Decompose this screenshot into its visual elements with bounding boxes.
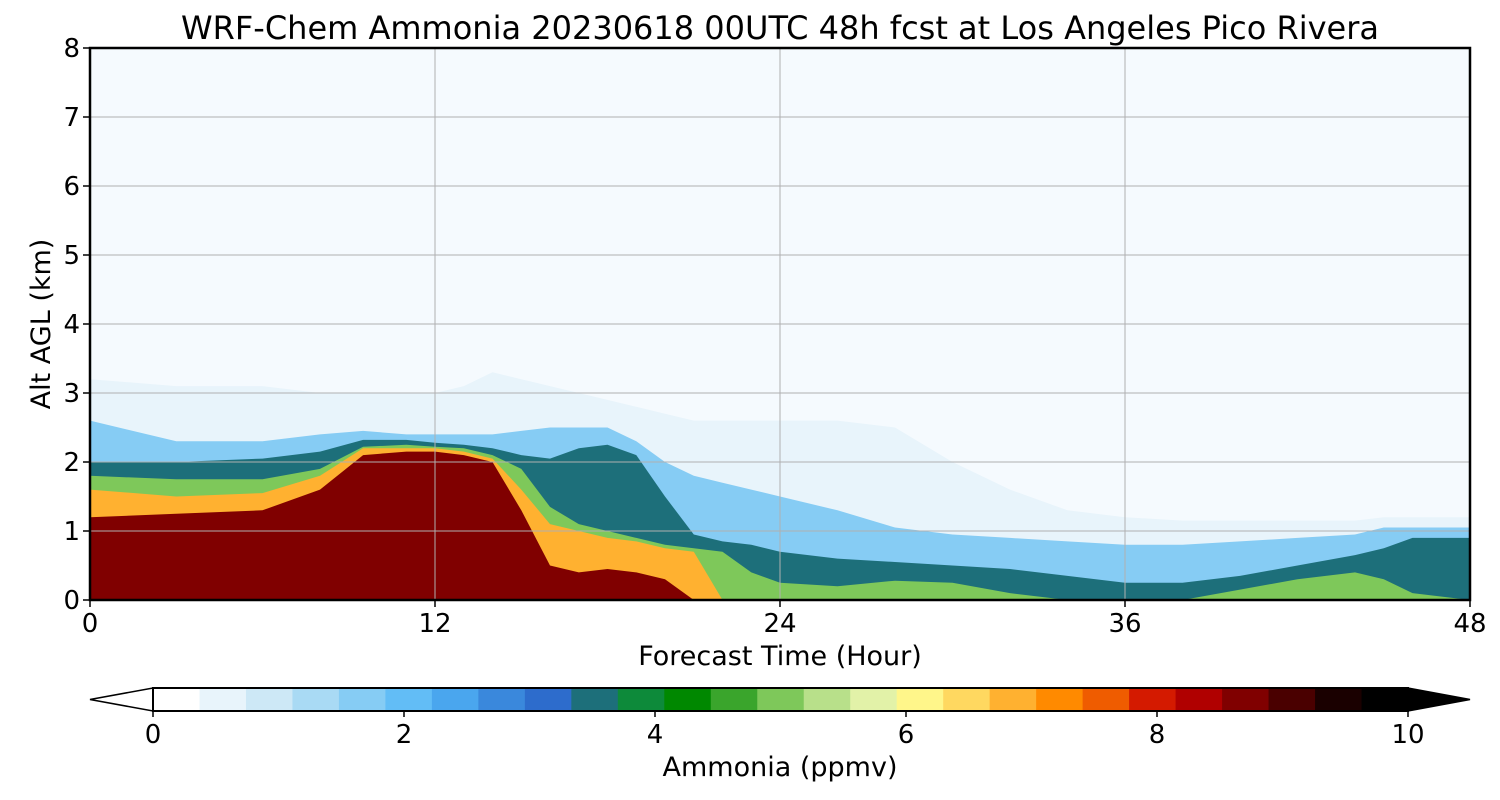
y-tick-label: 7: [63, 103, 80, 133]
colorbar-segment: [664, 688, 712, 711]
y-tick-label: 1: [63, 517, 80, 547]
colorbar-extend-min: [89, 687, 154, 712]
colorbar-segment: [1175, 688, 1223, 711]
colorbar-tick-label: 6: [898, 720, 915, 750]
colorbar-segment: [1315, 688, 1363, 711]
colorbar-segment: [989, 688, 1037, 711]
y-tick-label: 8: [63, 34, 80, 64]
colorbar-tick-label: 10: [1391, 720, 1424, 750]
colorbar: [89, 687, 1471, 712]
plot-area: [88, 46, 1472, 602]
colorbar-segment: [1082, 688, 1130, 711]
colorbar-segment: [1361, 688, 1409, 711]
colorbar-tick-label: 2: [396, 720, 413, 750]
x-tick-label: 12: [418, 609, 451, 639]
colorbar-tick-label: 0: [145, 720, 162, 750]
colorbar-segment: [571, 688, 619, 711]
x-tick-label: 24: [763, 609, 796, 639]
colorbar-segment: [245, 688, 294, 711]
colorbar-label: Ammonia (ppmv): [663, 752, 898, 783]
chart-title: WRF-Chem Ammonia 20230618 00UTC 48h fcst…: [181, 9, 1379, 47]
y-axis-ticks: 0 1 2 3 4 5 6 7 8: [63, 34, 90, 616]
colorbar-segment: [617, 688, 665, 711]
colorbar-segment: [943, 688, 991, 711]
colorbar-segment: [1036, 688, 1084, 711]
colorbar-frame: [152, 687, 1409, 712]
y-axis-label: Alt AGL (km): [26, 239, 57, 410]
y-tick-label: 2: [63, 448, 80, 478]
colorbar-segment: [524, 688, 572, 711]
colorbar-segment: [896, 688, 944, 711]
colorbar-segment: [757, 688, 805, 711]
y-tick-label: 0: [63, 586, 80, 616]
colorbar-segment: [199, 688, 247, 711]
y-tick-label: 4: [63, 310, 80, 340]
colorbar-tick-label: 8: [1149, 720, 1166, 750]
x-tick-label: 0: [82, 609, 99, 639]
colorbar-segment: [1268, 688, 1316, 711]
x-axis-ticks: 0 12 24 36 48: [82, 600, 1487, 639]
x-tick-label: 36: [1108, 609, 1141, 639]
colorbar-segment: [478, 688, 526, 711]
colorbar-segment: [803, 688, 851, 711]
x-tick-label: 48: [1453, 609, 1486, 639]
colorbar-segment: [385, 688, 433, 711]
colorbar-segment: [338, 688, 387, 711]
y-tick-label: 3: [63, 379, 80, 409]
colorbar-tick-label: 4: [647, 720, 664, 750]
y-tick-label: 6: [63, 172, 80, 202]
colorbar-segment: [710, 688, 758, 711]
colorbar-segment: [431, 688, 479, 711]
colorbar-segment: [850, 688, 898, 711]
colorbar-segment: [1129, 688, 1177, 711]
colorbar-extend-max: [1407, 687, 1471, 712]
colorbar-segment: [1222, 688, 1270, 711]
colorbar-ticks: 0 2 4 6 8 10: [145, 711, 1425, 750]
colorbar-segment: [292, 688, 340, 711]
x-axis-label: Forecast Time (Hour): [638, 641, 922, 672]
y-tick-label: 5: [63, 241, 80, 271]
colorbar-segment: [153, 688, 201, 711]
